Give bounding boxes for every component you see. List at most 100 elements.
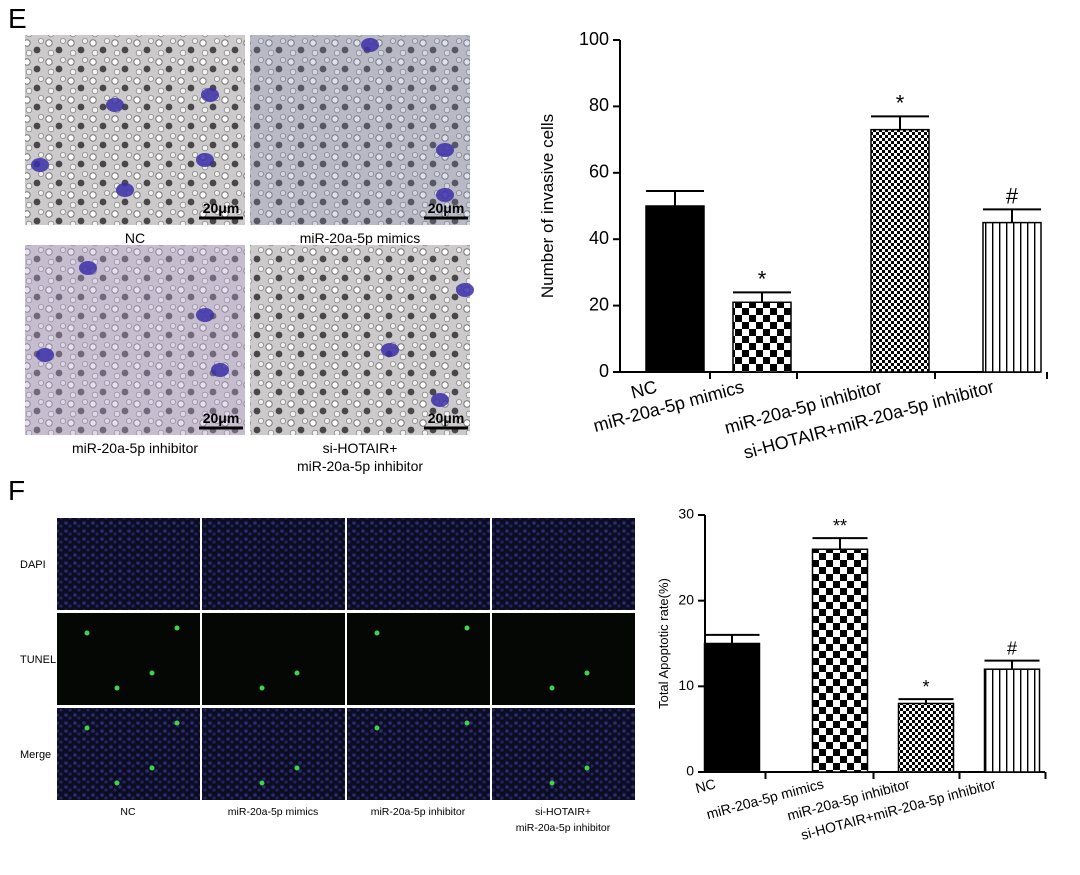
scale-bar-label: 20μm <box>428 200 465 216</box>
tunel-signal <box>259 780 265 786</box>
x-tick-label: miR-20a-5p mimics <box>591 377 746 436</box>
y-tick-label: 40 <box>589 228 609 248</box>
scale-bar-label: 20μm <box>203 410 240 426</box>
column-label: si-HOTAIR+ <box>535 806 591 818</box>
error-bar <box>646 190 704 206</box>
tunel-signal <box>374 725 380 731</box>
stained-cell <box>116 183 134 197</box>
tunel-signal <box>464 720 470 726</box>
stained-cell <box>36 348 54 362</box>
image-caption: miR-20a-5p inhibitor <box>297 458 423 474</box>
tunel-signal <box>174 625 180 631</box>
error-bar <box>704 633 760 644</box>
significance-mark: # <box>1006 183 1019 208</box>
y-tick-label: 0 <box>686 763 694 779</box>
y-axis-label: Number of invasive cells <box>538 114 557 298</box>
bar <box>703 642 761 773</box>
fluorescence-image <box>492 708 635 800</box>
tunel-signal <box>549 780 555 786</box>
y-tick-label: 0 <box>599 361 609 381</box>
tunel-signal <box>584 670 590 676</box>
micrograph <box>250 35 470 225</box>
column-label: miR-20a-5p inhibitor <box>516 822 611 834</box>
y-tick-label: 20 <box>678 591 694 607</box>
bar <box>870 128 930 373</box>
stained-cell <box>436 188 454 202</box>
error-bar <box>898 698 954 704</box>
error-bar <box>812 537 868 550</box>
tunel-signal <box>114 780 120 786</box>
significance-mark: * <box>922 677 929 697</box>
tunel-signal <box>294 670 300 676</box>
tunel-signal <box>374 630 380 636</box>
stained-cell <box>361 38 379 52</box>
fluorescence-image <box>202 518 345 610</box>
error-bar <box>984 659 1040 670</box>
stained-cell <box>196 153 214 167</box>
error-bar <box>983 208 1041 223</box>
bar <box>811 548 869 773</box>
significance-mark: * <box>758 266 767 291</box>
bar <box>897 702 955 773</box>
row-label: Merge <box>20 749 51 761</box>
y-tick-label: 20 <box>589 294 609 314</box>
micrograph <box>25 35 245 225</box>
column-label: NC <box>120 806 136 818</box>
y-tick-label: 100 <box>579 29 609 49</box>
tunel-signal <box>259 685 265 691</box>
bar <box>645 205 705 373</box>
x-tick-label: NC <box>694 775 718 796</box>
tunel-signal <box>549 685 555 691</box>
fluorescence-image <box>202 613 345 705</box>
stained-cell <box>196 308 214 322</box>
bar <box>732 301 792 373</box>
scale-bar-label: 20μm <box>203 200 240 216</box>
y-tick-label: 60 <box>589 162 609 182</box>
fluorescence-image <box>202 708 345 800</box>
tunel-signal <box>174 720 180 726</box>
image-caption: NC <box>125 230 145 246</box>
image-caption: miR-20a-5p inhibitor <box>72 440 198 456</box>
fluorescence-image <box>347 518 490 610</box>
bar <box>982 221 1042 373</box>
stained-cell <box>436 143 454 157</box>
y-axis-label: Total Apoptotic rate(%) <box>656 578 671 709</box>
tunel-signal <box>149 765 155 771</box>
bar <box>983 668 1041 773</box>
row-label: DAPI <box>20 559 46 571</box>
stained-cell <box>31 158 49 172</box>
stained-cell <box>456 283 474 297</box>
tunel-signal <box>84 725 90 731</box>
panel-label: E <box>8 3 27 34</box>
y-tick-label: 10 <box>678 677 694 693</box>
column-label: miR-20a-5p inhibitor <box>371 806 466 818</box>
stained-cell <box>106 98 124 112</box>
scale-bar-label: 20μm <box>428 410 465 426</box>
micrograph <box>25 245 245 435</box>
row-label: TUNEL <box>20 654 56 666</box>
micrograph-tint <box>250 35 470 225</box>
y-tick-label: 30 <box>678 506 694 522</box>
tunel-signal <box>149 670 155 676</box>
y-tick-label: 80 <box>589 95 609 115</box>
error-bar <box>733 291 791 303</box>
error-bar <box>871 115 929 130</box>
micrograph-tint <box>25 245 245 435</box>
fluorescence-image <box>492 613 635 705</box>
significance-mark: ** <box>833 516 847 536</box>
tunel-signal <box>464 625 470 631</box>
panel-label: F <box>8 475 25 506</box>
significance-mark: * <box>896 90 905 115</box>
tunel-signal <box>114 685 120 691</box>
stained-cell <box>381 343 399 357</box>
image-caption: si-HOTAIR+ <box>323 440 398 456</box>
stained-cell <box>431 393 449 407</box>
stained-cell <box>201 88 219 102</box>
tunel-signal <box>584 765 590 771</box>
column-label: miR-20a-5p mimics <box>228 806 318 818</box>
image-caption: miR-20a-5p mimics <box>300 230 421 246</box>
stained-cell <box>79 261 97 275</box>
significance-mark: # <box>1007 639 1017 659</box>
